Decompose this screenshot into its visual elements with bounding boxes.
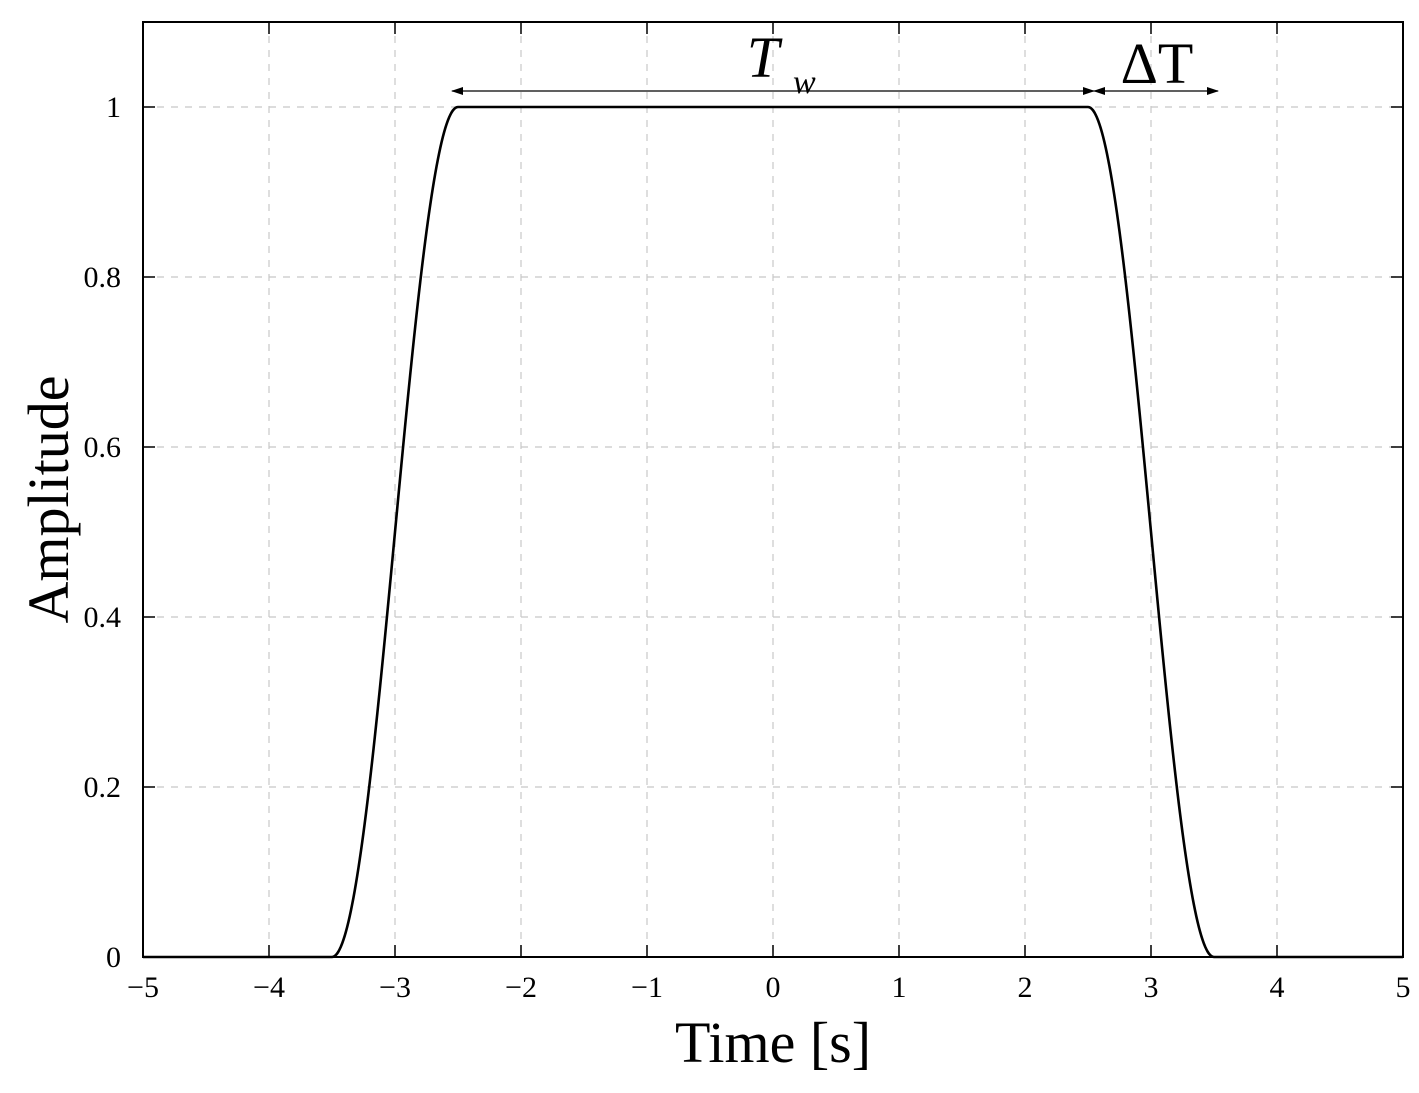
x-tick-label: −1 [631, 971, 663, 1004]
x-tick-label: −2 [505, 971, 537, 1004]
y-tick-label: 0 [106, 941, 121, 974]
x-tick-label: 3 [1144, 971, 1159, 1004]
annotation-label-delta-t: ΔT [1121, 31, 1194, 96]
plot-frame [142, 21, 1404, 958]
y-tick-label: 1 [106, 91, 121, 124]
y-tick-label: 0.4 [84, 601, 122, 634]
grid-layer [143, 22, 1403, 957]
annotation-label-tw: T [747, 25, 783, 90]
x-tick-label: 2 [1018, 971, 1033, 1004]
label-layer: −5 −4 −3 −2 −1 0 1 2 3 4 5 0 0.2 0.4 0.6 0.8 1 [84, 91, 1411, 1004]
x-tick-label: −4 [253, 971, 285, 1004]
series-layer [143, 105, 1403, 959]
annotation-subscript: w [793, 64, 816, 101]
x-tick-label: −3 [379, 971, 411, 1004]
y-tick-label: 0.6 [84, 431, 122, 464]
x-tick-label: 5 [1396, 971, 1411, 1004]
x-axis-title: Time [s] [675, 1010, 871, 1075]
x-tick-label: 0 [766, 971, 781, 1004]
y-tick-label: 0.8 [84, 261, 122, 294]
x-tick-label: 4 [1270, 971, 1285, 1004]
series-line [143, 105, 1403, 959]
x-tick-label: 1 [892, 971, 907, 1004]
x-tick-label: −5 [127, 971, 159, 1004]
y-tick-label: 0.2 [84, 771, 122, 804]
y-axis-title: Amplitude [16, 375, 81, 623]
